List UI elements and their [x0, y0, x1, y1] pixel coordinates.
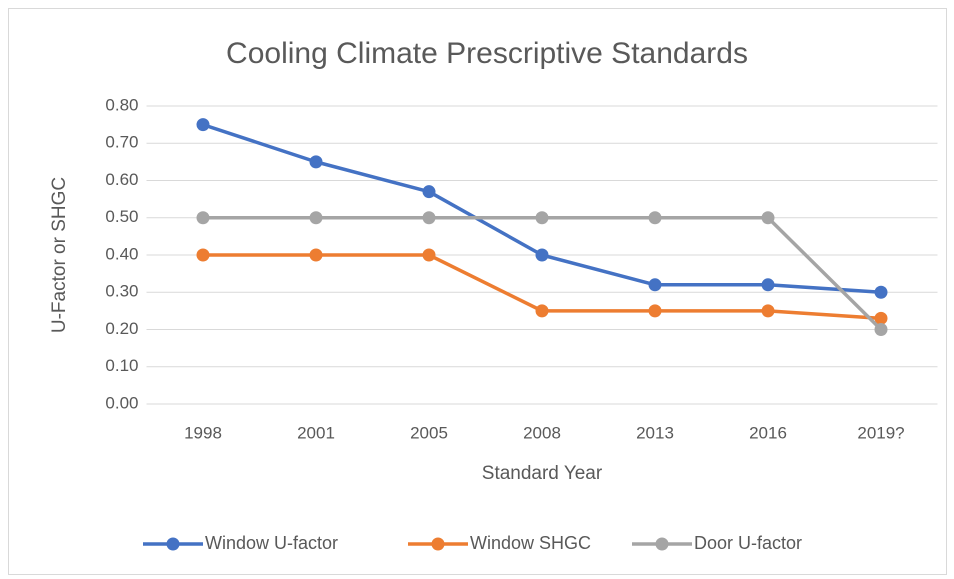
x-tick-label: 2019? — [857, 423, 904, 442]
x-tick-label: 2013 — [636, 423, 674, 442]
y-tick-label: 0.80 — [105, 95, 138, 114]
data-point — [309, 211, 323, 225]
chart-title: Cooling Climate Prescriptive Standards — [226, 37, 748, 70]
legend-label: Door U-factor — [694, 533, 802, 553]
data-point — [196, 248, 210, 262]
data-point — [648, 211, 662, 225]
legend-label: Window SHGC — [470, 533, 591, 553]
y-tick-label: 0.50 — [105, 207, 138, 226]
y-tick-label: 0.70 — [105, 133, 138, 152]
data-point — [761, 211, 775, 225]
data-point — [874, 323, 888, 336]
data-point — [535, 304, 549, 318]
y-tick-label: 0.30 — [105, 282, 138, 301]
y-tick-label: 0.00 — [105, 393, 138, 412]
y-tick-label: 0.60 — [105, 170, 138, 189]
data-point — [535, 248, 549, 262]
data-point — [422, 185, 436, 199]
data-point — [309, 248, 323, 262]
y-tick-label: 0.20 — [105, 319, 138, 338]
data-point — [309, 155, 323, 169]
x-tick-label: 1998 — [184, 423, 222, 442]
data-point — [874, 311, 888, 325]
data-point — [422, 248, 436, 262]
legend-marker — [166, 537, 180, 551]
legend-marker — [655, 537, 669, 551]
data-point — [874, 285, 888, 299]
data-point — [196, 118, 210, 132]
data-point — [422, 211, 436, 225]
x-tick-label: 2008 — [523, 423, 561, 442]
data-point — [761, 304, 775, 318]
data-point — [196, 211, 210, 225]
x-axis-title: Standard Year — [482, 463, 603, 484]
data-point — [535, 211, 549, 225]
chart-border — [8, 8, 947, 575]
y-axis-title: U-Factor or SHGC — [49, 177, 70, 333]
y-tick-label: 0.10 — [105, 356, 138, 375]
y-tick-label: 0.40 — [105, 244, 138, 263]
x-tick-label: 2001 — [297, 423, 335, 442]
legend-label: Window U-factor — [205, 533, 338, 553]
data-point — [648, 304, 662, 318]
data-point — [648, 278, 662, 292]
x-tick-label: 2016 — [749, 423, 787, 442]
legend-marker — [431, 537, 445, 551]
x-tick-label: 2005 — [410, 423, 448, 442]
data-point — [761, 278, 775, 292]
